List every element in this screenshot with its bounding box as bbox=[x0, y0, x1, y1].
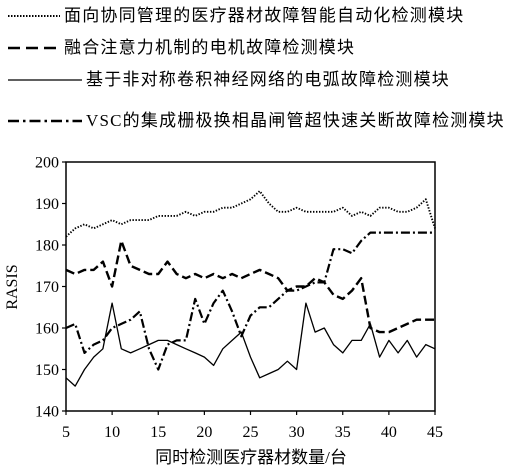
y-tick-label: 150 bbox=[35, 362, 59, 379]
legend-swatch-solid bbox=[8, 79, 82, 81]
x-tick-label: 40 bbox=[381, 424, 397, 441]
y-tick-label: 170 bbox=[35, 279, 59, 296]
series-line-3 bbox=[65, 302, 436, 387]
y-tick-label: 190 bbox=[35, 196, 59, 213]
legend-entry-3: 基于非对称卷积神经网络的电弧故障检测模块 bbox=[8, 70, 450, 90]
y-tick-label: 140 bbox=[35, 404, 59, 421]
x-tick-label: 30 bbox=[289, 424, 305, 441]
legend-swatch-dashed bbox=[8, 46, 60, 50]
x-tick-label: 45 bbox=[427, 424, 443, 441]
x-tick-label: 25 bbox=[243, 424, 259, 441]
series-line-2 bbox=[65, 239, 435, 334]
plot-lines bbox=[65, 190, 436, 387]
x-axis-label: 同时检测医疗器材数量/台 bbox=[155, 448, 347, 467]
y-axis-label: RASIS bbox=[4, 264, 21, 309]
x-tick-label: 35 bbox=[335, 424, 351, 441]
x-tick-label: 15 bbox=[150, 424, 166, 441]
y-axis: 140 150 160 170 180 190 200 bbox=[35, 155, 66, 421]
legend-label: 面向协同管理的医疗器材故障智能自动化检测模块 bbox=[64, 6, 465, 25]
legend-entry-1: 面向协同管理的医疗器材故障智能自动化检测模块 bbox=[8, 6, 464, 26]
y-tick-label: 180 bbox=[35, 238, 59, 255]
legend-entry-2: 融合注意力机制的电机故障检测模块 bbox=[8, 38, 355, 58]
legend-label: 融合注意力机制的电机故障检测模块 bbox=[64, 38, 356, 57]
legend-entry-4: VSC的集成栅极换相晶闸管超快速关断故障检测模块 bbox=[8, 111, 505, 131]
legend-swatch-dash-dot bbox=[8, 119, 82, 123]
y-tick-label: 160 bbox=[35, 321, 59, 338]
series-line-1 bbox=[65, 190, 436, 238]
x-tick-label: 5 bbox=[62, 424, 70, 441]
x-tick-label: 10 bbox=[104, 424, 120, 441]
series-line-4 bbox=[65, 231, 435, 371]
legend-swatch-dotted bbox=[8, 15, 60, 17]
legend: 面向协同管理的医疗器材故障智能自动化检测模块 融合注意力机制的电机故障检测模块 … bbox=[0, 0, 516, 140]
y-tick-label: 200 bbox=[35, 155, 59, 172]
legend-label: VSC的集成栅极换相晶闸管超快速关断故障检测模块 bbox=[86, 111, 505, 130]
legend-label: 基于非对称卷积神经网络的电弧故障检测模块 bbox=[86, 70, 450, 89]
x-tick-label: 20 bbox=[196, 424, 212, 441]
x-axis: 5 10 15 20 25 30 35 40 45 bbox=[62, 411, 443, 441]
